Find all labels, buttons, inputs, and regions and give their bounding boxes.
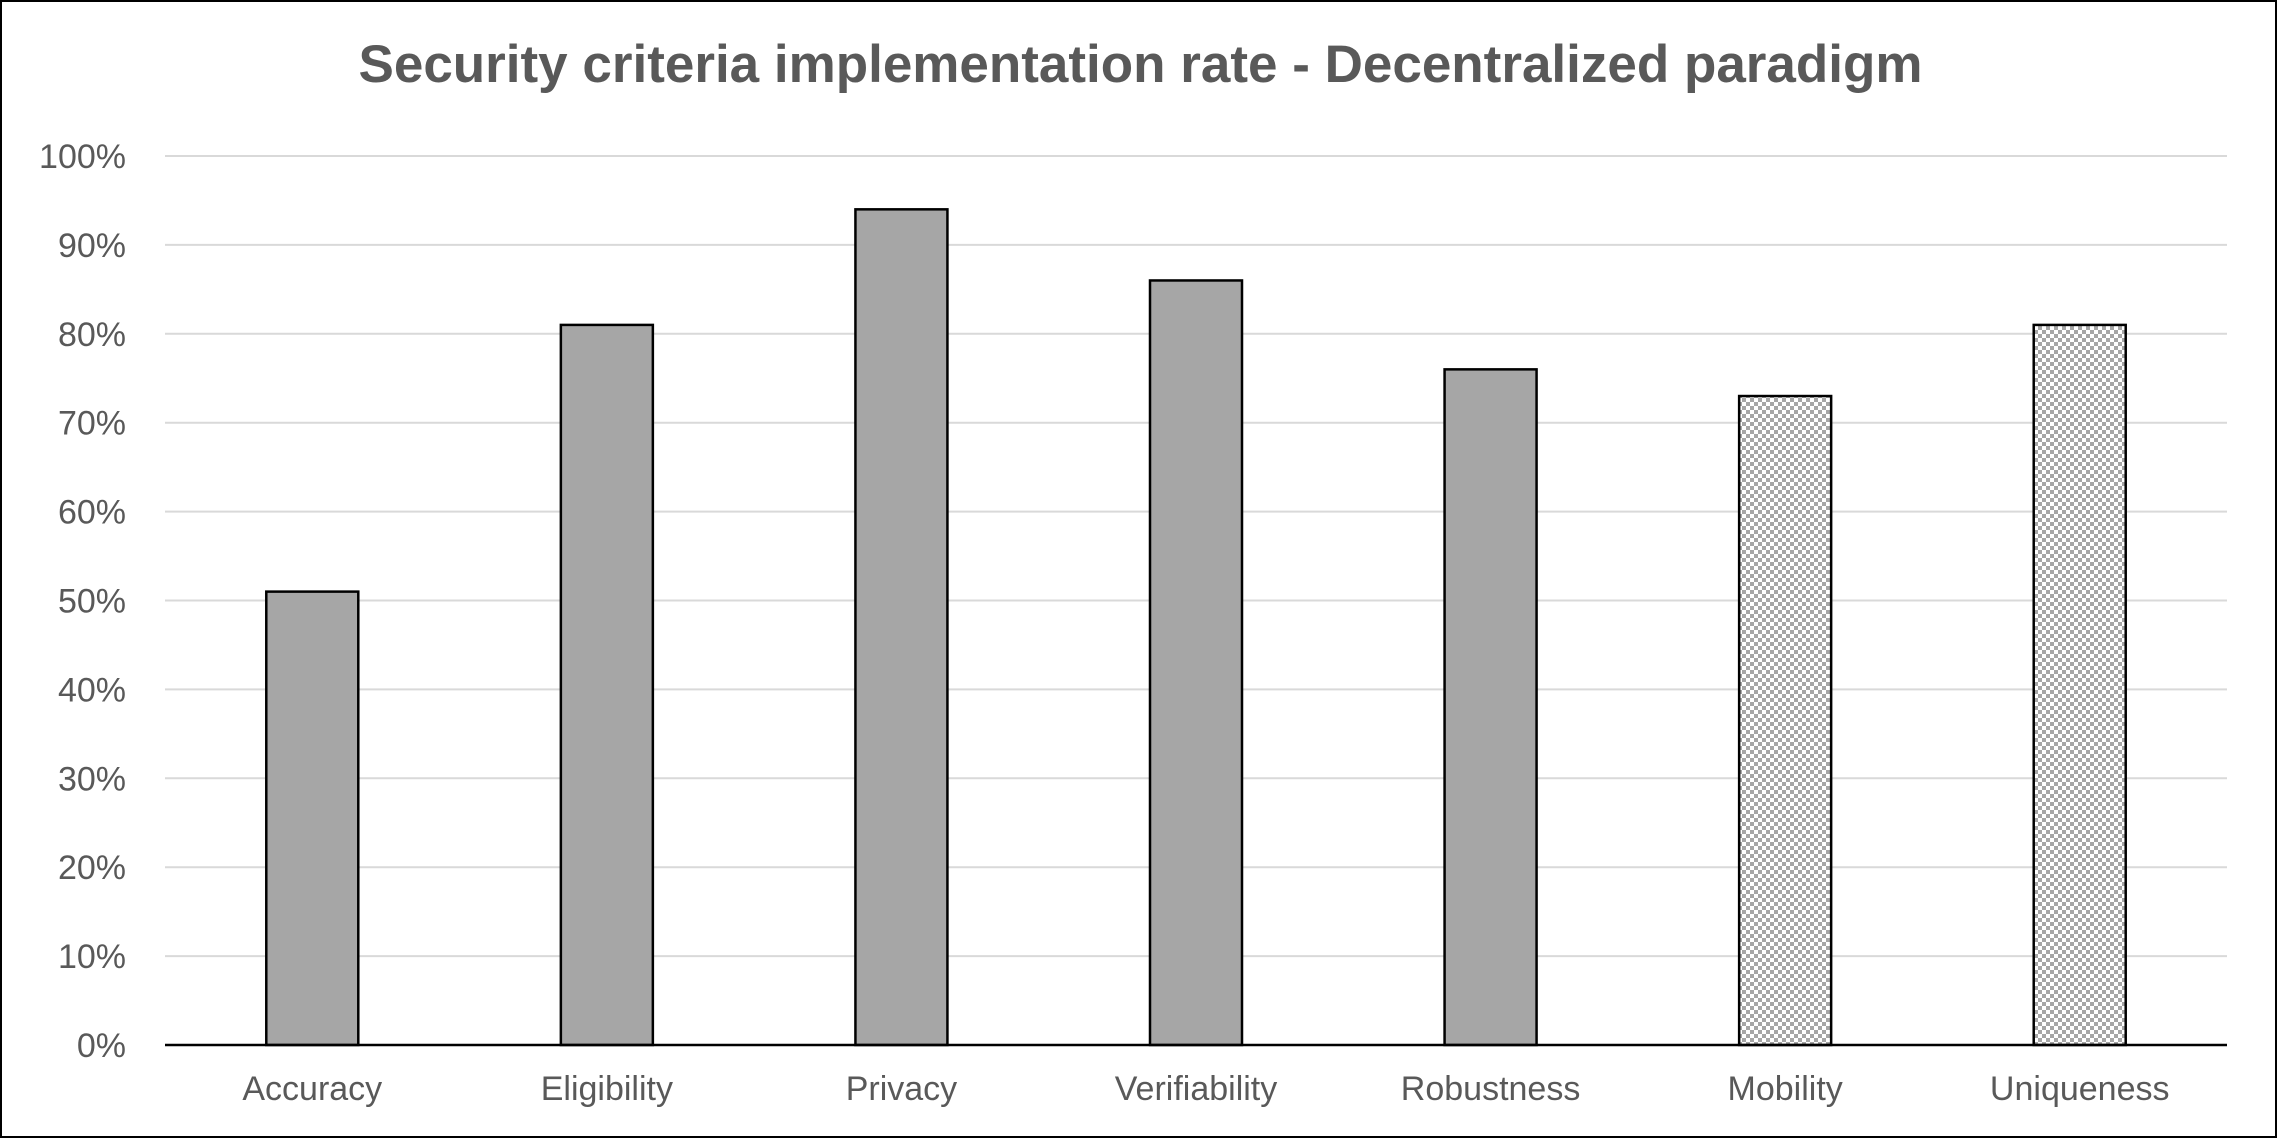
y-tick-label: 80% [58, 316, 126, 354]
x-category-label: Privacy [846, 1070, 957, 1108]
x-category-label: Verifiability [1115, 1070, 1278, 1108]
y-tick-label: 0% [77, 1027, 126, 1065]
y-tick-label: 60% [58, 494, 126, 532]
bar-eligibility [559, 323, 655, 1047]
y-tick-label: 40% [58, 671, 126, 709]
bar-mobility [1737, 394, 1833, 1047]
y-axis-ticks: 0% 10% 20% 30% 40% 50% 60% 70% 80% 90% 100% [39, 138, 126, 1065]
y-tick-label: 10% [58, 938, 126, 976]
y-tick-label: 50% [58, 583, 126, 621]
x-category-label: Robustness [1401, 1070, 1581, 1108]
bar-robustness [1443, 368, 1538, 1047]
x-category-label: Eligibility [541, 1070, 673, 1108]
y-tick-label: 30% [58, 760, 126, 798]
bar-verifiability [1148, 279, 1244, 1047]
bar-privacy [854, 208, 949, 1047]
y-tick-label: 90% [58, 227, 126, 265]
bar-accuracy [265, 590, 360, 1047]
y-tick-label: 20% [58, 849, 126, 887]
bar-uniqueness [2032, 323, 2127, 1047]
x-category-label: Mobility [1728, 1070, 1843, 1108]
y-tick-label: 100% [39, 138, 126, 176]
bars [265, 208, 2127, 1047]
x-category-label: Uniqueness [1990, 1070, 2170, 1108]
x-axis-categories: Accuracy Eligibility Privacy Verifiability R… [242, 1070, 2169, 1108]
y-tick-label: 70% [58, 405, 126, 443]
chart-title: Security criteria implementation rate - … [358, 35, 1923, 94]
x-category-label: Accuracy [242, 1070, 382, 1108]
